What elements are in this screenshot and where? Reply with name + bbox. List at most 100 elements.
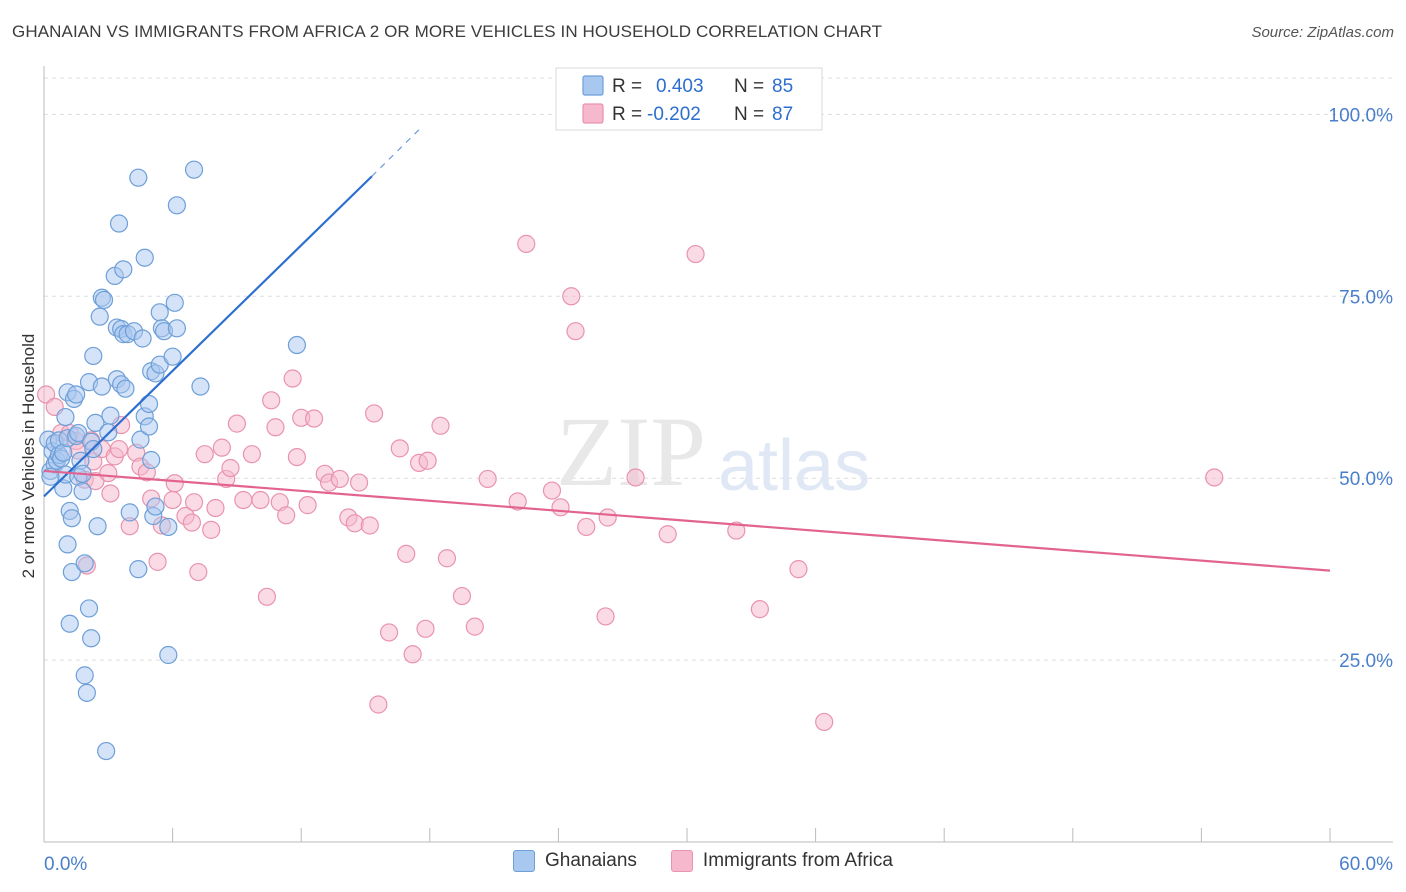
ghanaian-point [167, 196, 186, 215]
ghanaian-point [146, 497, 165, 516]
immigrant-point [148, 552, 167, 571]
ghanaian-point [131, 430, 150, 449]
legend-r-label: R = [612, 76, 642, 97]
immigrant-point [397, 544, 416, 563]
immigrant-point [379, 623, 399, 642]
ghanaian-point [163, 347, 182, 366]
immigrant-point [298, 496, 317, 515]
ghanaian-point [82, 629, 101, 648]
legend-label-immigrants: Immigrants from Africa [702, 850, 893, 871]
immigrant-point [431, 416, 450, 435]
ghanaian-point [184, 160, 204, 179]
immigrant-point [437, 549, 457, 568]
ghanaian-point [159, 645, 178, 665]
ghanaian-point [135, 248, 154, 267]
immigrant-point [658, 525, 677, 544]
immigrant-point [566, 322, 585, 341]
immigrant-point [99, 463, 118, 483]
swatch-ghanaians [513, 850, 536, 872]
immigrant-point [251, 490, 270, 510]
immigrant-point [202, 520, 221, 539]
immigrant-point [403, 645, 422, 664]
immigrant-point [360, 516, 379, 535]
ghanaian-point [150, 355, 169, 374]
grid-lines [44, 77, 1393, 661]
immigrant-point [182, 513, 201, 532]
immigrant-point [345, 514, 364, 533]
trend-lines [43, 127, 1331, 572]
immigrant-point [234, 490, 253, 510]
y-tick-label: 25.0% [1339, 651, 1393, 672]
legend-n-value: 85 [772, 76, 793, 97]
zipatlas-watermark: ZIP atlas [556, 396, 870, 507]
ghanaians-trend-line [43, 175, 373, 498]
legend-item-ghanaians[interactable]: Ghanaians [513, 850, 637, 872]
ghanaian-point [97, 741, 116, 761]
ghanaian-point [109, 214, 129, 233]
immigrant-point [364, 404, 384, 423]
legend-swatch-ghanaians [582, 75, 604, 96]
immigrant-point [109, 439, 129, 459]
legend-r-value: 0.403 [656, 76, 704, 97]
ghanaians-trend-extension [371, 127, 422, 177]
immigrant-point [221, 458, 240, 478]
chart-title: GHANAIAN VS IMMIGRANTS FROM AFRICA 2 OR … [12, 22, 883, 41]
immigrant-point [304, 409, 324, 428]
immigrant-point [626, 468, 645, 487]
immigrant-point [1205, 468, 1224, 487]
immigrant-point [562, 287, 581, 306]
y-tick-label: 75.0% [1339, 287, 1393, 308]
ghanaian-point [101, 406, 120, 425]
ghanaian-point [58, 535, 77, 554]
ghanaian-point [90, 307, 109, 326]
immigrant-point [686, 244, 705, 264]
swatch-immigrants [670, 850, 693, 872]
immigrant-point [789, 560, 808, 579]
immigrant-point [390, 439, 409, 458]
legend-swatch-immigrants [582, 103, 604, 124]
immigrant-point [266, 418, 285, 437]
immigrant-point [257, 587, 277, 606]
ghanaian-point [77, 683, 96, 702]
immigrant-point [551, 498, 570, 517]
ghanaian-point [60, 614, 79, 633]
immigrant-point [206, 498, 225, 518]
immigrant-point [227, 414, 246, 433]
bottom-legend: Ghanaians Immigrants from Africa [0, 850, 1406, 872]
immigrant-point [727, 521, 746, 540]
immigrant-point [212, 438, 231, 457]
ghanaian-point [62, 509, 81, 528]
immigrant-point [101, 484, 120, 503]
ghanaian-point [84, 346, 103, 366]
x-tick-label-min: 0.0% [44, 854, 87, 875]
ghanaian-point [116, 379, 135, 398]
ghanaian-point [56, 407, 75, 427]
immigrant-point [189, 562, 208, 582]
immigrant-point [508, 492, 527, 511]
immigrant-point [815, 712, 834, 732]
immigrant-point [416, 619, 435, 638]
source-credit: Source: ZipAtlas.com [1251, 24, 1394, 41]
immigrant-point [163, 490, 182, 510]
immigrant-point [195, 445, 214, 464]
y-axis-label: 2 or more Vehicles in Household [19, 334, 38, 579]
ghanaian-point [69, 423, 88, 443]
ghanaian-point [167, 319, 186, 338]
immigrant-point [517, 234, 536, 253]
x-tick-label-max: 60.0% [1339, 854, 1393, 875]
ghanaian-point [129, 560, 148, 579]
ghanaian-point [165, 293, 184, 312]
legend-n-label: N = [734, 104, 764, 125]
immigrant-point [37, 385, 56, 404]
ghanaians-points [39, 160, 307, 761]
legend-item-immigrants[interactable]: Immigrants from Africa [670, 850, 893, 872]
legend-r-label: R = [612, 104, 642, 125]
ghanaian-point [287, 335, 307, 355]
ghanaian-point [139, 394, 159, 414]
ghanaian-point [142, 450, 161, 470]
legend-label-ghanaians: Ghanaians [545, 850, 637, 871]
ghanaian-point [75, 666, 94, 685]
immigrants-from-africa-points [37, 234, 1224, 732]
immigrant-point [418, 451, 437, 470]
